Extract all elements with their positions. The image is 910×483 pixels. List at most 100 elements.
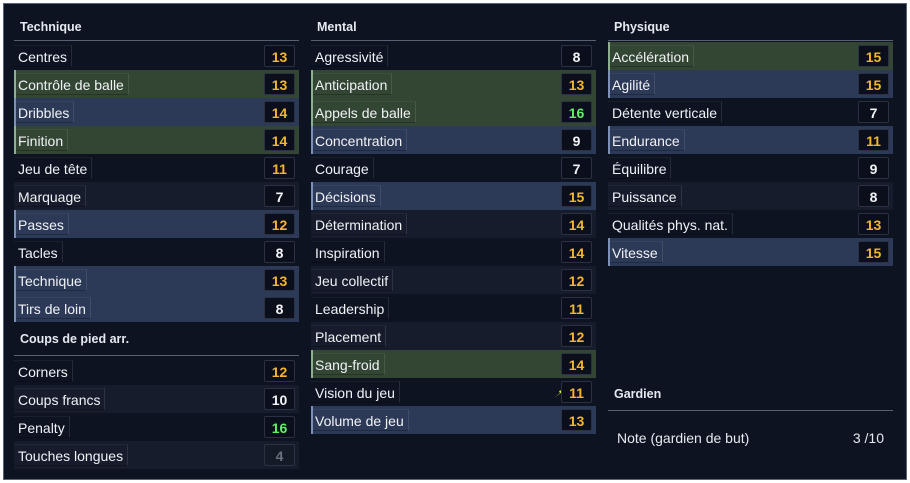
attribute-row-physique[interactable]: Équilibre 9 [608,154,893,182]
attribute-row-physique[interactable]: Agilité 15 [608,70,893,98]
attribute-value: 15 [858,45,889,67]
attribute-label: Inspiration [311,241,385,263]
attribute-value: 7 [858,101,889,123]
attribute-value: 9 [858,157,889,179]
attribute-label: Détermination [311,213,408,235]
attribute-label: Vision du jeu [311,381,400,403]
attribute-value: 13 [858,213,889,235]
technique-title: Technique [14,4,299,41]
attribute-row-mental[interactable]: Agressivité 8 [311,42,596,70]
attribute-label: Penalty [14,416,70,438]
attribute-label: Puissance [608,185,682,207]
attribute-label: Dribbles [16,101,75,123]
gardien-rating-label: Note (gardien de but) [617,430,750,446]
attribute-label: Finition [16,129,69,151]
physique-column: Physique Accélération 15 Agilité 15 Détente … [608,4,893,266]
attribute-value: 11 [858,129,889,151]
attribute-row-technique[interactable]: Marquage 7 [14,182,299,210]
attribute-row-mental[interactable]: Sang-froid 14 [311,350,596,378]
attribute-row-physique[interactable]: Qualités phys. nat. 13 [608,210,893,238]
attribute-label: Jeu de tête [14,157,93,179]
attribute-row-setpieces[interactable]: Corners 12 [14,357,299,385]
attribute-label: Centres [14,45,73,67]
attribute-value: 16 [561,101,592,123]
attribute-label: Coups francs [14,388,106,410]
attribute-label: Appels de balle [313,101,416,123]
attribute-value: 15 [858,241,889,263]
attribute-row-setpieces[interactable]: Touches longues 4 [14,441,299,469]
attribute-value: 11 [561,297,592,319]
attribute-row-mental[interactable]: Anticipation 13 [311,70,596,98]
attribute-value: 14 [264,129,295,151]
attribute-row-setpieces[interactable]: Penalty 16 [14,413,299,441]
attribute-label: Tacles [14,241,63,263]
attribute-row-technique[interactable]: Tacles 8 [14,238,299,266]
gardien-section: Gardien Note (gardien de but) 3 /10 [608,384,893,452]
attribute-row-technique[interactable]: Contrôle de balle 13 [14,70,299,98]
attribute-label: Contrôle de balle [16,73,129,95]
attribute-value: 8 [858,185,889,207]
attribute-value: 13 [264,73,295,95]
mental-title: Mental [311,4,596,41]
attribute-row-technique[interactable]: Centres 13 [14,42,299,70]
attribute-row-technique[interactable]: Finition 14 [14,126,299,154]
attribute-label: Touches longues [14,444,129,466]
attribute-row-mental[interactable]: Décisions 15 [311,182,596,210]
attribute-label: Technique [16,269,87,291]
attribute-label: Marquage [14,185,87,207]
attribute-row-mental[interactable]: Placement 12 [311,322,596,350]
mental-rows: Agressivité 8 Anticipation 13 Appels de ball… [311,42,596,434]
attribute-label: Agressivité [311,45,389,67]
attribute-value: 11 [264,157,295,179]
attribute-value: 15 [561,185,592,207]
attribute-row-mental[interactable]: Leadership 11 [311,294,596,322]
attribute-row-mental[interactable]: Inspiration 14 [311,238,596,266]
attribute-label: Courage [311,157,374,179]
mental-column: Mental Agressivité 8 Anticipation 13 Appels … [311,4,596,434]
setpieces-rows: Corners 12 Coups francs 10 Penalty 16 Touches … [14,357,299,469]
attribute-row-physique[interactable]: Détente verticale 7 [608,98,893,126]
attribute-row-physique[interactable]: Vitesse 15 [608,238,893,266]
attribute-value: 8 [264,297,295,319]
attribute-row-physique[interactable]: Puissance 8 [608,182,893,210]
attribute-row-mental[interactable]: Concentration 9 [311,126,596,154]
attribute-value: 14 [264,101,295,123]
gardien-rating-row[interactable]: Note (gardien de but) 3 /10 [608,424,893,452]
attribute-label: Équilibre [608,157,672,179]
attribute-value: 7 [264,185,295,207]
attribute-label: Décisions [313,185,381,207]
attribute-value: 12 [561,325,592,347]
attribute-row-technique[interactable]: Jeu de tête 11 [14,154,299,182]
attribute-label: Vitesse [610,241,663,263]
attribute-value: 11 [561,381,592,403]
attribute-row-mental[interactable]: Jeu collectif 12 [311,266,596,294]
attributes-panel: Technique Centres 13 Contrôle de balle 13 Dr… [3,3,907,480]
attribute-row-mental[interactable]: Courage 7 [311,154,596,182]
attribute-value: 13 [561,409,592,431]
setpieces-title: Coups de pied arr. [14,326,299,356]
attribute-label: Anticipation [313,73,393,95]
attribute-row-mental[interactable]: Détermination 14 [311,210,596,238]
attribute-row-mental[interactable]: Appels de balle 16 [311,98,596,126]
physique-rows: Accélération 15 Agilité 15 Détente verticale… [608,42,893,266]
attribute-label: Jeu collectif [311,269,394,291]
attribute-label: Détente verticale [608,101,723,123]
attribute-row-mental[interactable]: Vision du jeu 11 [311,378,596,406]
attribute-value: 14 [561,353,592,375]
attribute-value: 14 [561,241,592,263]
physique-title: Physique [608,4,893,41]
attribute-row-technique[interactable]: Dribbles 14 [14,98,299,126]
attribute-label: Sang-froid [313,353,385,375]
attribute-value: 13 [561,73,592,95]
technique-column: Technique Centres 13 Contrôle de balle 13 Dr… [14,4,299,469]
attribute-label: Qualités phys. nat. [608,213,733,235]
attribute-value: 13 [264,45,295,67]
attribute-value: 7 [561,157,592,179]
attribute-row-technique[interactable]: Passes 12 [14,210,299,238]
attribute-row-mental[interactable]: Volume de jeu 13 [311,406,596,434]
attribute-row-physique[interactable]: Endurance 11 [608,126,893,154]
attribute-row-technique[interactable]: Technique 13 [14,266,299,294]
attribute-row-physique[interactable]: Accélération 15 [608,42,893,70]
attribute-row-setpieces[interactable]: Coups francs 10 [14,385,299,413]
attribute-row-technique[interactable]: Tirs de loin 8 [14,294,299,322]
